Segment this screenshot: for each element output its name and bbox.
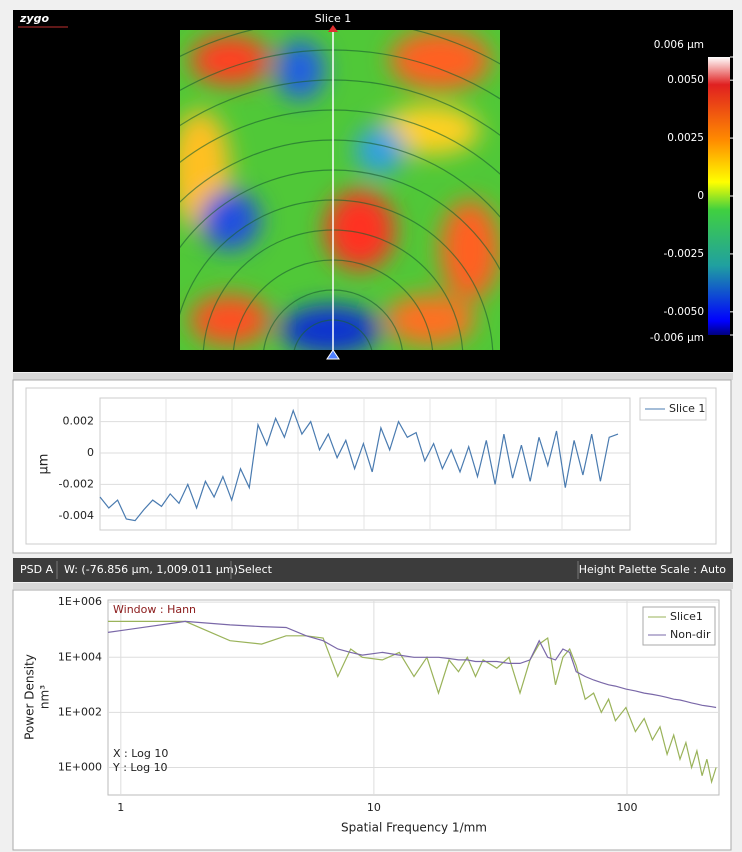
- series-line: [107, 620, 717, 709]
- annotation: X : Log 10: [113, 747, 168, 760]
- legend: [642, 606, 716, 646]
- status-palette[interactable]: Height Palette Scale : Auto: [579, 563, 727, 576]
- y-tick-label: 0: [87, 446, 94, 459]
- profile-panel: [12, 379, 732, 554]
- height-map: [180, 30, 500, 350]
- psd-plot-area: [107, 599, 720, 796]
- colorbar-label: 0.0025: [667, 132, 704, 144]
- y-tick-label: 1E+000: [58, 760, 102, 773]
- logo: zygo: [19, 12, 49, 25]
- slice-handle-bottom[interactable]: [326, 349, 340, 360]
- legend-label: Non-dir: [670, 628, 711, 641]
- legend-label: Slice1: [670, 610, 703, 623]
- legend: [639, 397, 707, 421]
- status-bar: PSD A W: (-76.856 µm, 1,009.011 µm) Sele…: [13, 558, 733, 582]
- y-axis-unit: nm³: [38, 685, 52, 709]
- y-tick-label: 1E+004: [58, 650, 102, 663]
- annotation: Y : Log 10: [112, 761, 168, 774]
- slice-handle-top[interactable]: [328, 25, 338, 32]
- splitter[interactable]: [13, 373, 733, 380]
- status-window: W: (-76.856 µm, 1,009.011 µm): [64, 563, 238, 576]
- legend-label: Slice 1: [669, 402, 705, 415]
- y-tick-label: -0.002: [59, 477, 94, 490]
- x-tick-label: 1: [117, 801, 124, 814]
- profile-plot-area: [99, 397, 631, 531]
- profile-frame: [25, 387, 717, 545]
- y-axis-label: µm: [37, 454, 52, 475]
- colorbar-label: -0.006 µm: [650, 332, 704, 344]
- psd-panel: [12, 589, 732, 851]
- y-tick-label: 1E+002: [58, 705, 102, 718]
- series-line: [99, 408, 619, 522]
- series-line: [108, 620, 717, 785]
- status-tool[interactable]: Select: [238, 563, 273, 576]
- colorbar-label: -0.0025: [663, 248, 704, 260]
- y-tick-label: 0.002: [63, 415, 95, 428]
- colorbar-label: 0.006 µm: [654, 39, 704, 51]
- slice-label: Slice 1: [315, 12, 351, 25]
- annotation: Window : Hann: [113, 603, 196, 616]
- colorbar-label: -0.0050: [663, 306, 704, 318]
- colorbar: [708, 57, 730, 335]
- y-tick-label: -0.004: [59, 509, 94, 522]
- colorbar-label: 0: [697, 190, 704, 202]
- y-tick-label: 1E+006: [58, 595, 102, 608]
- status-mode[interactable]: PSD A: [20, 563, 54, 576]
- splitter[interactable]: [13, 583, 733, 589]
- y-axis-label: Power Density: [23, 654, 37, 740]
- colorbar-label: 0.0050: [667, 74, 704, 86]
- x-axis-label: Spatial Frequency 1/mm: [341, 821, 487, 835]
- x-tick-label: 100: [616, 801, 637, 814]
- x-tick-label: 10: [367, 801, 381, 814]
